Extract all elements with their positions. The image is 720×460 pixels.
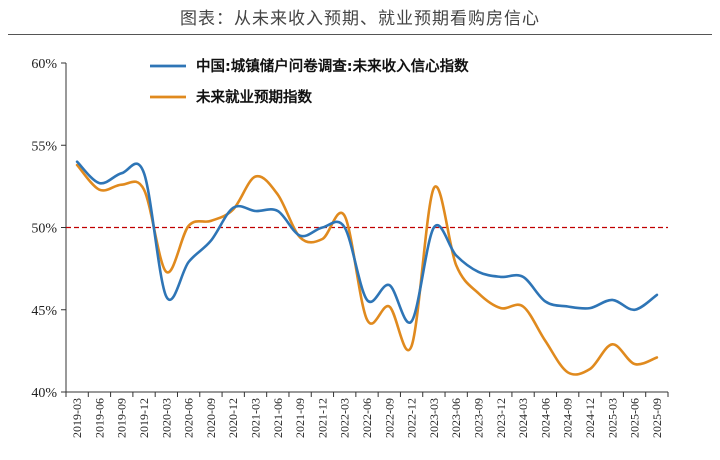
- x-tick-label: 2019-03: [70, 398, 84, 438]
- x-tick-label: 2021-12: [315, 398, 329, 438]
- x-tick-label: 2023-06: [449, 398, 463, 438]
- x-tick-label: 2022-03: [338, 398, 352, 438]
- x-tick-label: 2023-03: [427, 398, 441, 438]
- x-tick-label: 2025-06: [628, 398, 642, 438]
- x-tick-label: 2021-03: [249, 398, 263, 438]
- title-divider: [8, 34, 712, 35]
- x-tick-label: 2019-09: [115, 398, 129, 438]
- series-line-2: [75, 163, 659, 376]
- x-tick-label: 2020-03: [159, 398, 173, 438]
- x-tick-label: 2019-12: [137, 398, 151, 438]
- y-tick-label: 60%: [31, 57, 57, 72]
- x-tick-label: 2024-12: [583, 398, 597, 438]
- x-tick-label: 2023-12: [494, 398, 508, 438]
- x-tick-label: 2021-09: [293, 398, 307, 438]
- y-tick-label: 55%: [31, 139, 57, 154]
- x-tick-label: 2022-09: [382, 398, 396, 438]
- x-tick-label: 2024-09: [561, 398, 575, 438]
- x-tick-label: 2019-06: [92, 398, 106, 438]
- x-tick-label: 2021-06: [271, 398, 285, 438]
- x-tick-label: 2024-03: [516, 398, 530, 438]
- x-tick-label: 2025-03: [605, 398, 619, 438]
- x-tick-label: 2020-12: [226, 398, 240, 438]
- y-tick-label: 45%: [31, 304, 57, 319]
- x-tick-label: 2020-06: [182, 398, 196, 438]
- x-tick-label: 2023-09: [471, 398, 485, 438]
- y-tick-label: 40%: [31, 386, 57, 401]
- y-tick-label: 50%: [31, 222, 57, 237]
- x-tick-label: 2022-12: [405, 398, 419, 438]
- x-tick-label: 2025-09: [650, 398, 664, 438]
- x-tick-label: 2020-09: [204, 398, 218, 438]
- series-line-1: [75, 160, 659, 324]
- chart-title: 图表：从未来收入预期、就业预期看购房信心: [180, 9, 540, 29]
- x-tick-label: 2024-06: [538, 398, 552, 438]
- x-tick-label: 2022-06: [360, 398, 374, 438]
- legend-label-2: 未来就业预期指数: [195, 88, 312, 106]
- legend-label-1: 中国:城镇储户问卷调查:未来收入信心指数: [196, 57, 469, 75]
